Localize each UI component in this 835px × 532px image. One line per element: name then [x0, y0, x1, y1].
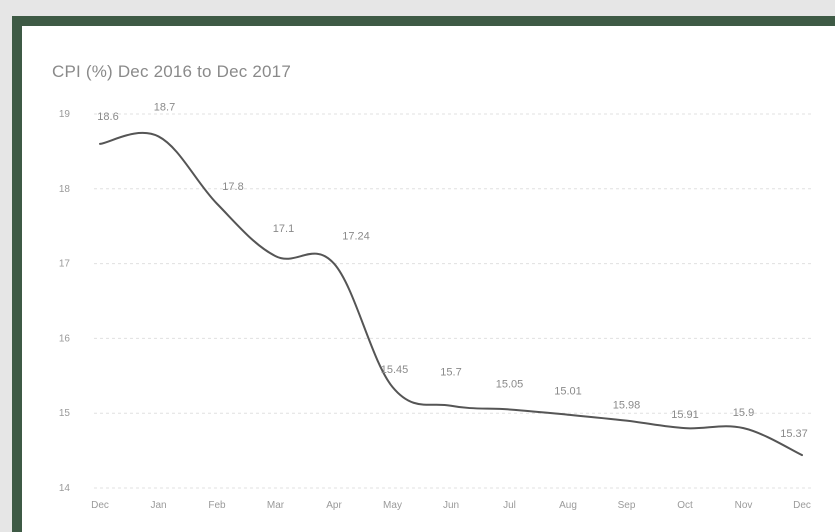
y-tick-label: 19 — [59, 109, 71, 120]
data-label: 15.98 — [613, 400, 641, 412]
chart-panel: CPI (%) Dec 2016 to Dec 2017 19 18 17 16 15 1… — [22, 26, 835, 532]
data-label: 17.8 — [222, 181, 243, 193]
x-tick-label: Jun — [443, 500, 459, 511]
x-axis-ticks: Dec Jan Feb Mar Apr May Jun Jul Aug Sep Oct Nov Dec — [91, 500, 811, 511]
data-label: 15.9 — [733, 407, 754, 419]
x-tick-label: Aug — [559, 500, 577, 511]
x-tick-label: Mar — [267, 500, 285, 511]
chart-title: CPI (%) Dec 2016 to Dec 2017 — [52, 62, 291, 81]
x-tick-label: Dec — [91, 500, 109, 511]
data-label: 17.1 — [273, 223, 294, 235]
data-labels: 18.6 18.7 17.8 17.1 17.24 15.45 15.7 15.05 15.01… — [97, 101, 807, 440]
x-tick-label: Jul — [503, 500, 516, 511]
data-label: 17.24 — [342, 231, 370, 243]
x-tick-label: Nov — [735, 500, 753, 511]
series-line-path — [99, 131, 803, 457]
x-tick-label: Jan — [150, 500, 166, 511]
y-axis-ticks: 19 18 17 16 15 14 — [59, 109, 71, 494]
x-tick-label: Apr — [326, 500, 342, 511]
grid-lines — [94, 113, 814, 489]
data-label: 15.37 — [780, 428, 808, 440]
x-tick-label: Feb — [208, 500, 226, 511]
y-tick-label: 16 — [59, 333, 71, 344]
series-line — [99, 131, 803, 457]
data-label: 15.05 — [496, 378, 524, 390]
x-tick-label: May — [383, 500, 402, 511]
data-label: 18.7 — [154, 101, 175, 113]
y-tick-label: 18 — [59, 184, 71, 195]
y-tick-label: 15 — [59, 408, 71, 419]
y-tick-label: 17 — [59, 259, 71, 270]
data-label: 15.7 — [440, 367, 461, 379]
chart-frame: CPI (%) Dec 2016 to Dec 2017 19 18 17 16 15 1… — [12, 16, 835, 532]
data-label: 15.45 — [381, 364, 409, 376]
x-tick-label: Oct — [677, 500, 693, 511]
data-label: 15.91 — [671, 409, 699, 421]
data-label: 18.6 — [97, 111, 118, 123]
x-tick-label: Dec — [793, 500, 811, 511]
data-label: 15.01 — [554, 386, 582, 398]
line-chart: 19 18 17 16 15 14 Dec Jan Feb Mar Apr May Jun Jul Aug… — [59, 101, 814, 511]
x-tick-label: Sep — [618, 500, 636, 511]
y-tick-label: 14 — [59, 483, 71, 494]
